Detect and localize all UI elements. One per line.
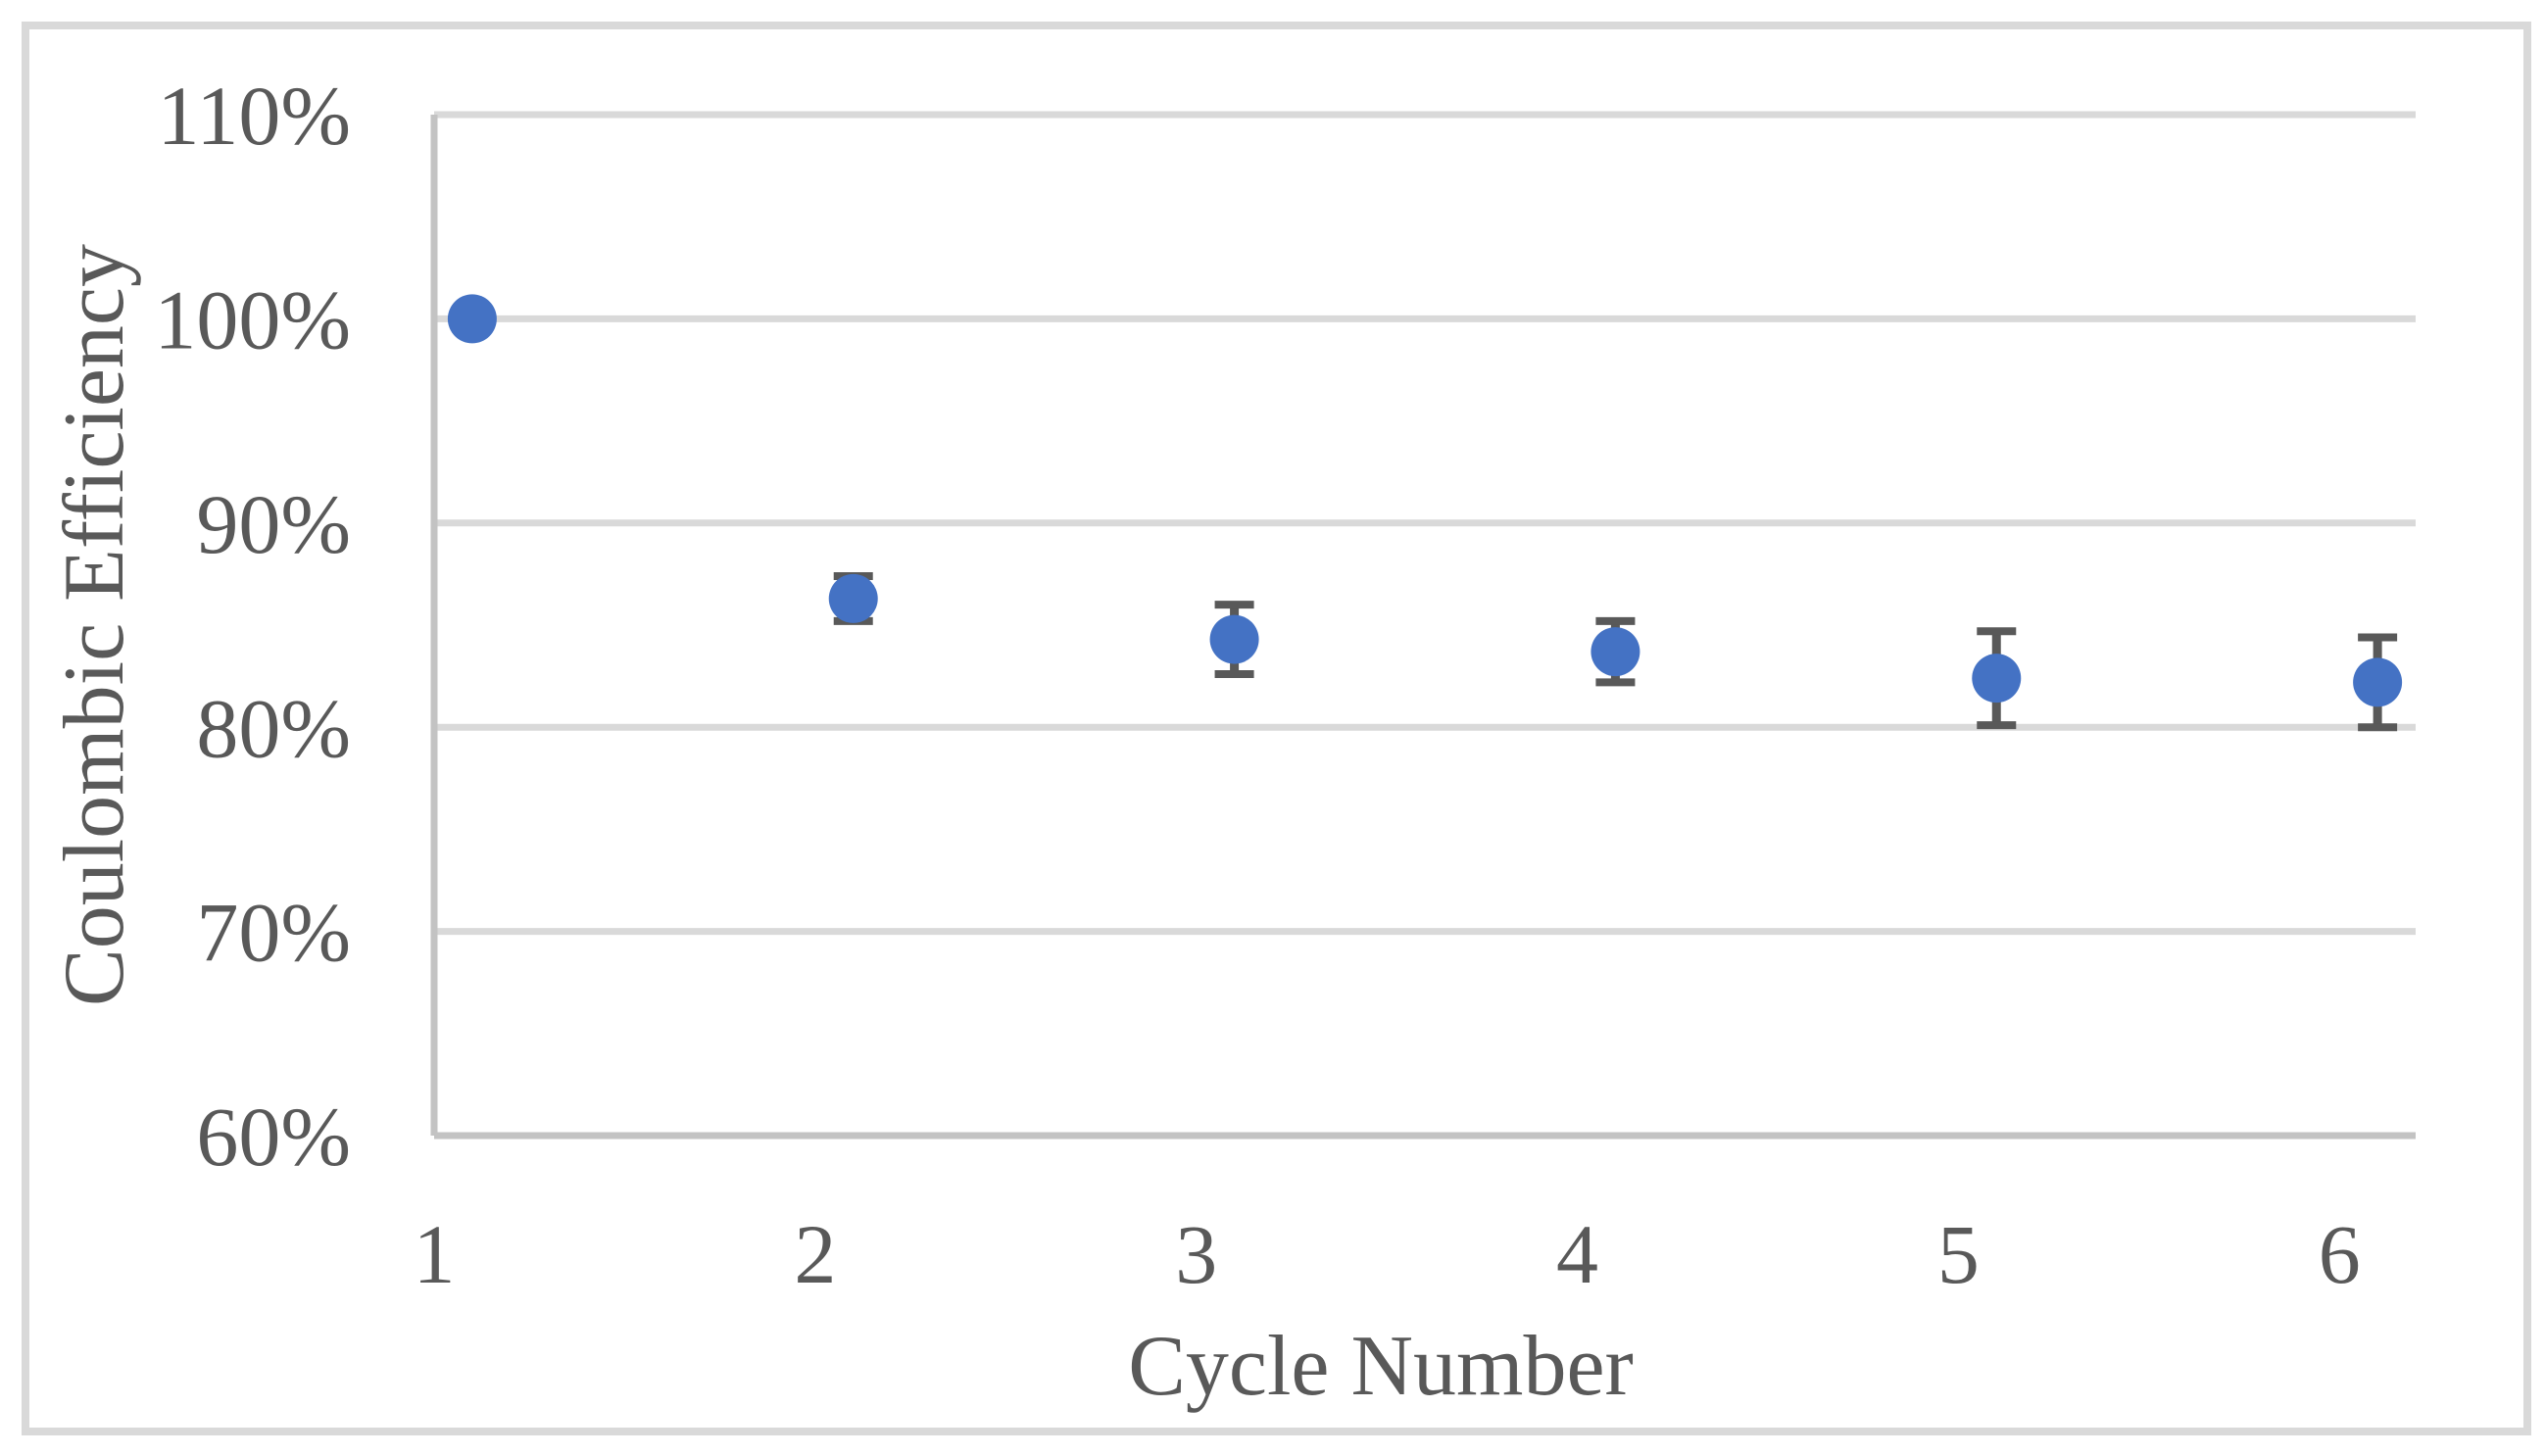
x-tick-label: 1	[414, 1207, 456, 1301]
y-tick-label: 70%	[196, 886, 351, 980]
data-point-marker	[447, 294, 497, 344]
tick-labels-layer: 110% 100% 90% 80% 70% 60% 1 2 3 4 5 6	[154, 69, 2360, 1301]
x-tick-label: 3	[1175, 1207, 1217, 1301]
x-tick-label: 5	[1937, 1207, 1980, 1301]
y-tick-label: 80%	[196, 681, 351, 775]
x-tick-label: 6	[2319, 1207, 2361, 1301]
y-tick-label: 90%	[196, 477, 351, 571]
y-tick-label: 110%	[158, 69, 351, 163]
data-point-marker	[1972, 654, 2022, 704]
y-tick-label: 60%	[196, 1090, 351, 1184]
data-point-marker	[1591, 627, 1640, 677]
data-point-marker	[2353, 657, 2403, 707]
x-tick-label: 2	[794, 1207, 836, 1301]
y-axis-title: Coulombic Efficiency	[47, 244, 142, 1006]
x-tick-label: 4	[1556, 1207, 1598, 1301]
scatter-series-layer	[447, 294, 2403, 732]
y-tick-label: 100%	[154, 273, 351, 367]
x-axis-title: Cycle Number	[1128, 1319, 1634, 1414]
figure-border	[22, 22, 2531, 1435]
data-point-marker	[828, 573, 878, 623]
data-point-marker	[1209, 614, 1259, 664]
gridlines-layer	[430, 111, 2416, 1140]
